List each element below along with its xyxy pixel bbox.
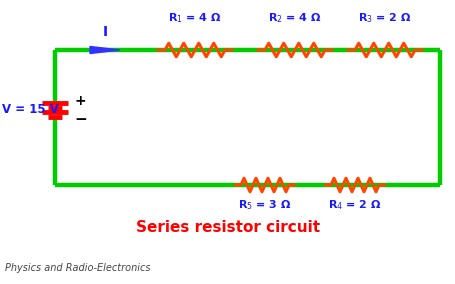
Text: V = 15 V: V = 15 V: [2, 103, 59, 116]
Text: −: −: [74, 112, 87, 127]
Text: Physics and Radio-Electronics: Physics and Radio-Electronics: [5, 263, 150, 273]
Text: R$_{2}$ = 4 Ω: R$_{2}$ = 4 Ω: [268, 11, 321, 25]
Text: +: +: [74, 95, 86, 108]
Text: R$_{4}$ = 2 Ω: R$_{4}$ = 2 Ω: [328, 198, 381, 212]
Text: I: I: [102, 25, 107, 39]
Text: Series resistor circuit: Series resistor circuit: [136, 220, 319, 235]
Text: R$_{3}$ = 2 Ω: R$_{3}$ = 2 Ω: [357, 11, 411, 25]
Polygon shape: [90, 47, 120, 54]
Text: R$_{5}$ = 3 Ω: R$_{5}$ = 3 Ω: [238, 198, 291, 212]
Text: R$_{1}$ = 4 Ω: R$_{1}$ = 4 Ω: [168, 11, 222, 25]
